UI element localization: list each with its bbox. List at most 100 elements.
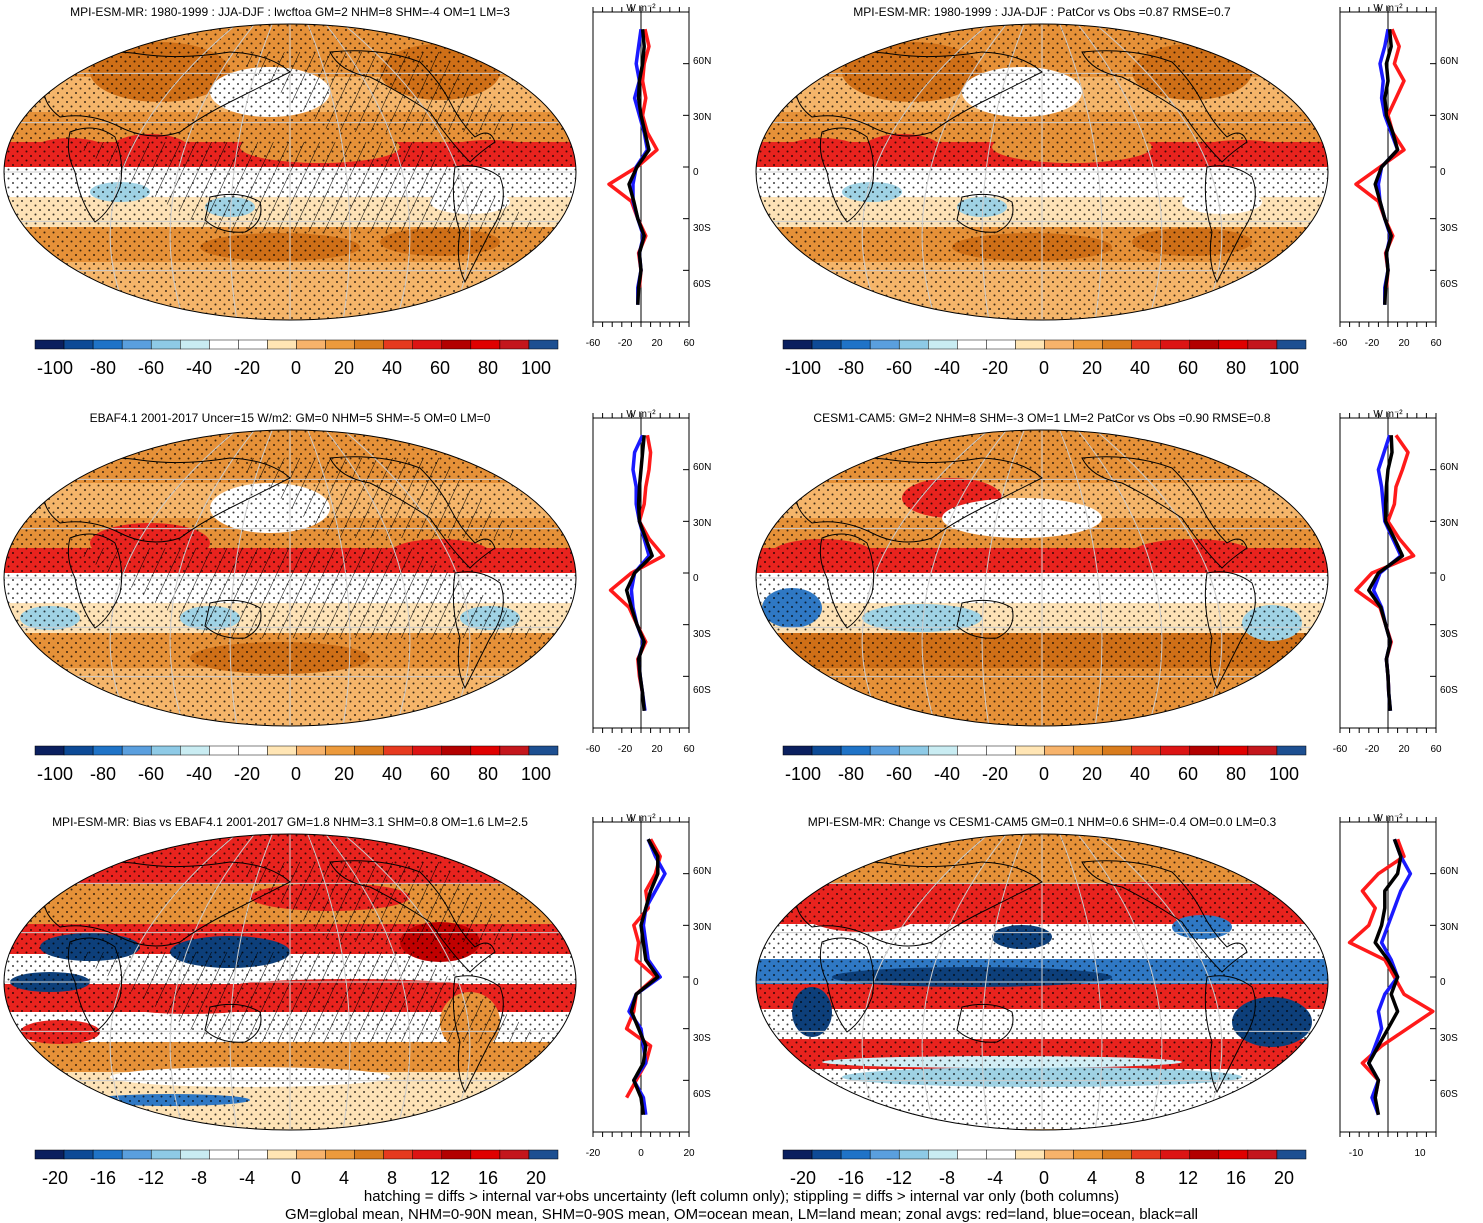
colorbar-swatch (470, 339, 501, 350)
colorbar-label: 80 (478, 358, 498, 378)
coastline (795, 51, 1043, 137)
colorbar-swatch (898, 339, 929, 350)
coastline (329, 456, 496, 569)
x-tick-label: -20 (586, 1148, 601, 1159)
colorbar-swatch (1189, 1149, 1220, 1160)
lat-tick-label: 30N (1440, 922, 1458, 933)
colorbar-swatch (354, 745, 384, 756)
colorbar-label: 12 (430, 1168, 450, 1188)
colorbar-swatch (180, 1149, 210, 1160)
colorbar-label: -12 (886, 1168, 912, 1188)
x-tick-label: 60 (1430, 744, 1442, 755)
zonal-line-land (1354, 434, 1416, 694)
lat-tick-label: 0 (1440, 167, 1446, 178)
colorbar-swatch (1160, 339, 1191, 350)
colorbar-swatch (1131, 1149, 1161, 1160)
panel: EBAF4.1 2001-2017 Uncer=15 W/m2: GM=0 NH… (3, 409, 711, 784)
panel-title: MPI-ESM-MR: Bias vs EBAF4.1 2001-2017 GM… (52, 815, 528, 829)
map-field (756, 24, 1328, 320)
x-tick-label: -60 (1333, 338, 1348, 349)
colorbar-swatch (1015, 1149, 1045, 1160)
colorbar-swatch (499, 1149, 530, 1160)
colorbar-swatch (1073, 745, 1103, 756)
coastline (1204, 165, 1256, 284)
colorbar-swatch (1102, 339, 1132, 350)
colorbar-label: 12 (1178, 1168, 1198, 1188)
coastline (452, 571, 504, 690)
zonal-line-land (607, 28, 659, 288)
colorbar-swatch (238, 745, 268, 756)
graticule-meridian (921, 24, 1007, 320)
colorbar-label: 0 (291, 358, 301, 378)
colorbar-swatch (296, 745, 326, 756)
lat-tick-label: 60N (1440, 462, 1458, 473)
x-tick-label: -60 (586, 338, 601, 349)
lat-tick-label: 60N (693, 56, 711, 67)
colorbar-swatch (528, 1149, 559, 1160)
panel-title: MPI-ESM-MR: Change vs CESM1-CAM5 GM=0.1 … (808, 815, 1277, 829)
colorbar-label: 8 (387, 1168, 397, 1188)
graticule-meridian (307, 24, 351, 320)
colorbar-swatch (412, 745, 443, 756)
colorbar-swatch (441, 1149, 472, 1160)
colorbar-swatch (1189, 339, 1220, 350)
coastline (43, 861, 291, 947)
zonal-mean-plot: W m⁻² 60N 30N 0 30S 60S -60 -20 20 60 (586, 3, 712, 349)
colorbar-swatch (1073, 339, 1103, 350)
colorbar-label: -100 (37, 358, 73, 378)
colorbar-label: 40 (382, 358, 402, 378)
graticule-meridian (1077, 24, 1163, 320)
colorbar-label: 20 (526, 1168, 546, 1188)
colorbar-swatch (325, 339, 355, 350)
colorbar-swatch (296, 1149, 326, 1160)
colorbar-label: 8 (1135, 1168, 1145, 1188)
graticule-meridian (169, 834, 255, 1130)
colorbar-swatch (296, 339, 326, 350)
panel: MPI-ESM-MR: Bias vs EBAF4.1 2001-2017 GM… (3, 813, 711, 1188)
colorbar-swatch (383, 745, 413, 756)
x-tick-label: 60 (1430, 338, 1442, 349)
zonal-line-land (608, 434, 666, 694)
graticule-meridian (325, 24, 411, 320)
colorbar-label: 40 (1130, 764, 1150, 784)
colorbar-swatch (528, 745, 559, 756)
colorbar-swatch (957, 1149, 987, 1160)
colorbar-label: -20 (790, 1168, 816, 1188)
lat-tick-label: 60S (693, 1089, 711, 1100)
colorbar-swatch (267, 745, 297, 756)
colorbar: -100 -80 -60 -40 -20 0 20 40 60 80 100 (34, 745, 559, 784)
lat-tick-label: 60S (1440, 1089, 1458, 1100)
colorbar-label: -20 (982, 358, 1008, 378)
coastline (204, 193, 262, 233)
colorbar-swatch (1131, 745, 1161, 756)
coastline (1081, 456, 1248, 569)
colorbar-label: 60 (1178, 764, 1198, 784)
zonal-line-land (624, 838, 662, 1099)
coastline (956, 193, 1014, 233)
robinson-map (3, 833, 577, 1131)
colorbar-swatch (1160, 1149, 1191, 1160)
graticule-meridian (1077, 834, 1163, 1130)
coastline (819, 533, 875, 629)
colorbar-label: -8 (939, 1168, 955, 1188)
zonal-line-all (1367, 838, 1403, 1116)
coastline (43, 51, 291, 137)
colorbar-swatch (499, 745, 530, 756)
colorbar-label: 0 (291, 1168, 301, 1188)
colorbar-swatch (383, 339, 413, 350)
colorbar-label: -40 (934, 764, 960, 784)
colorbar-swatch (1073, 1149, 1103, 1160)
graticule-meridian (981, 430, 1025, 726)
map-field (4, 430, 576, 726)
colorbar-swatch (34, 1149, 65, 1160)
colorbar-swatch (180, 745, 210, 756)
colorbar-label: 4 (339, 1168, 349, 1188)
map-outline (3, 429, 577, 727)
coastline (1204, 975, 1256, 1094)
colorbar-swatch (869, 745, 900, 756)
lat-tick-label: 0 (693, 573, 699, 584)
lat-tick-label: 30N (1440, 518, 1458, 529)
colorbar-label: 80 (1226, 764, 1246, 784)
x-tick-label: 0 (638, 1148, 644, 1159)
colorbar-label: -4 (239, 1168, 255, 1188)
